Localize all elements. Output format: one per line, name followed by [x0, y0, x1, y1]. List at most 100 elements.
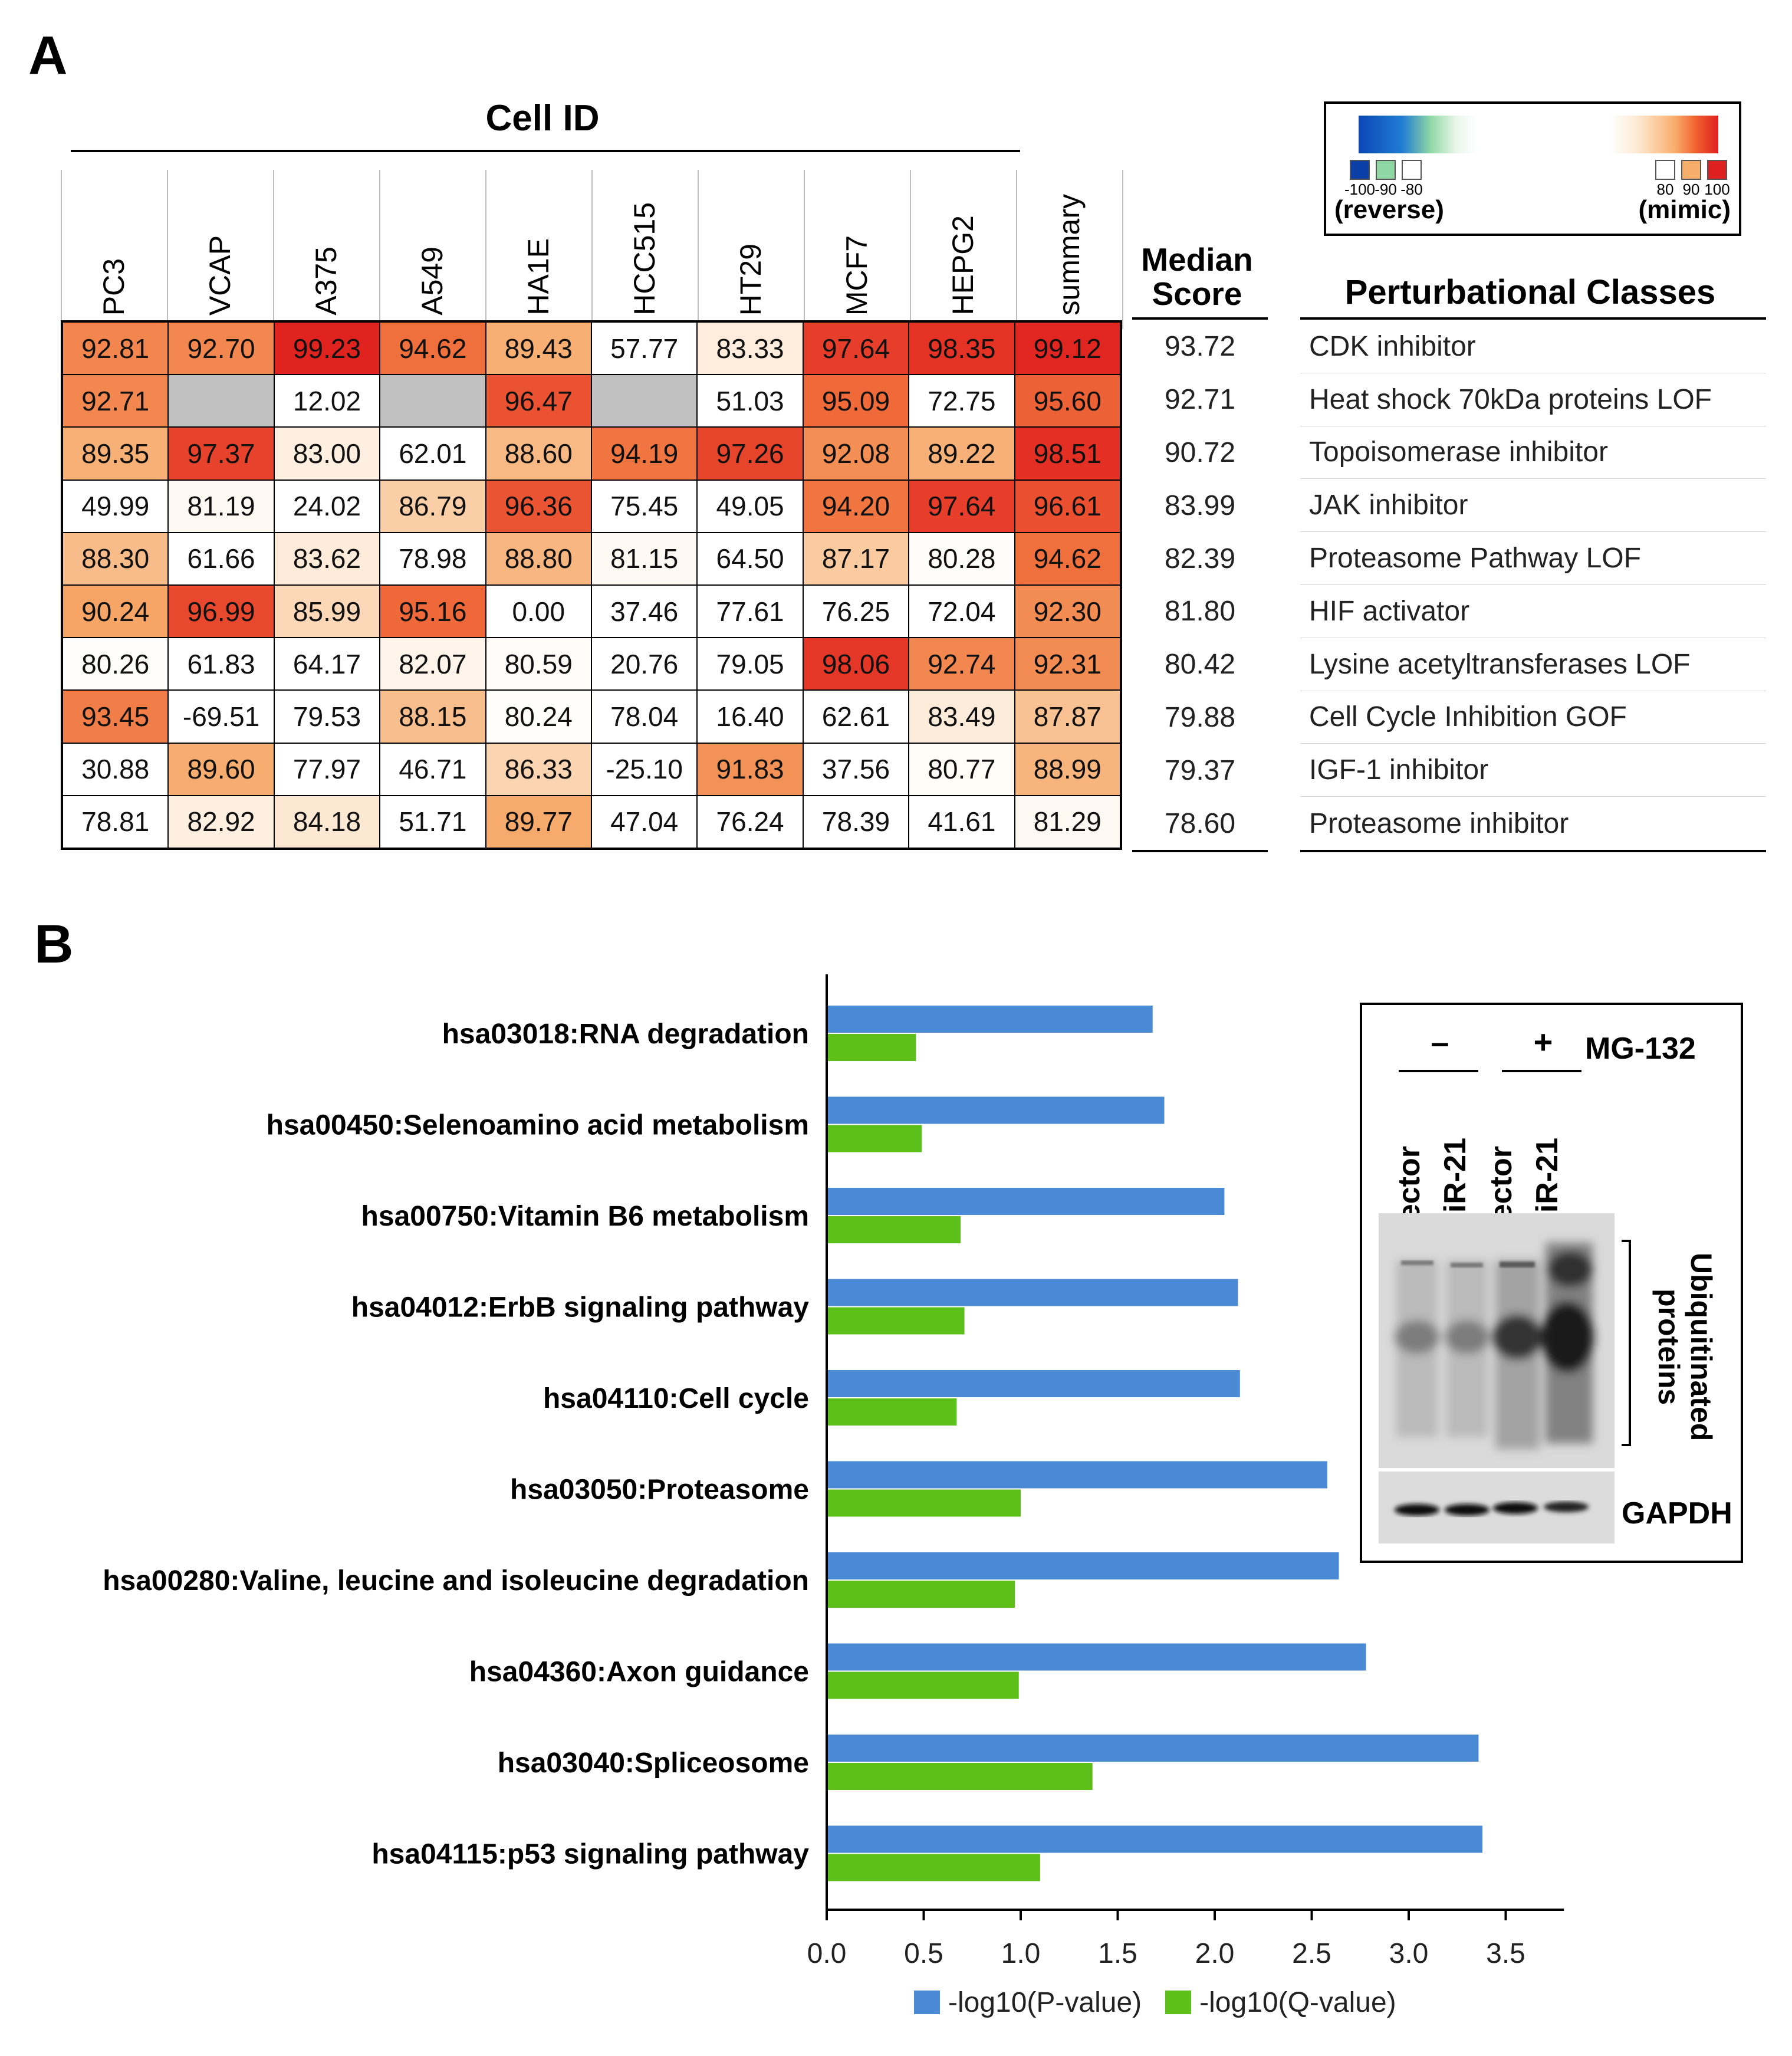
ubiquitin-top-bands [1401, 1260, 1535, 1267]
column-label: VCAP [203, 235, 236, 316]
cell-id-rule [71, 150, 1020, 152]
bar-pvalue [827, 1552, 1339, 1579]
column-header-ht29: HT29 [698, 170, 804, 329]
legend-swatch-neg90 [1376, 160, 1396, 180]
heatmap-cell: 30.88 [63, 743, 169, 796]
median-score-cell: 83.99 [1164, 490, 1236, 521]
heatmap-cell: 0.00 [485, 584, 591, 638]
perturbational-class-cell: Heat shock 70kDa proteins LOF [1300, 373, 1766, 426]
legend-tick: 80 [1656, 180, 1674, 198]
legend-tick: 90 [1682, 180, 1700, 198]
perturbational-class-cell: Lysine acetyltransferases LOF [1300, 638, 1766, 691]
x-tick-label: 2.0 [1195, 1938, 1235, 1969]
x-tick-label: 3.0 [1389, 1938, 1429, 1969]
heatmap-cell: 83.49 [909, 690, 1015, 743]
column-header-hcc515: HCC515 [591, 170, 698, 329]
heatmap-cell: 86.79 [380, 479, 486, 533]
heatmap-cell: 87.87 [1014, 690, 1120, 743]
median-score-cell: 82.39 [1164, 543, 1236, 574]
heatmap-cell: 99.23 [274, 322, 380, 375]
classes-rule-top [1300, 317, 1766, 320]
heatmap-cell: 47.04 [591, 795, 698, 848]
column-separator [61, 170, 62, 329]
column-separator [485, 170, 486, 329]
heatmap-cell: 64.17 [274, 638, 380, 691]
column-header-vcap: VCAP [167, 170, 273, 329]
bar-pvalue [827, 1825, 1483, 1853]
gapdh-bands [1395, 1502, 1589, 1516]
heatmap-cell: 24.02 [274, 479, 380, 533]
heatmap-cell: 88.80 [485, 532, 591, 585]
heatmap-cell: 80.26 [63, 638, 169, 691]
heatmap-cell: 80.24 [485, 690, 591, 743]
heatmap-cell: 80.28 [909, 532, 1015, 585]
heatmap-cell: 49.05 [697, 479, 803, 533]
perturbational-class-cell: JAK inhibitor [1300, 479, 1766, 533]
perturbational-class-cell: CDK inhibitor [1300, 320, 1766, 373]
column-header-ha1e: HA1E [485, 170, 591, 329]
heatmap-cell: 89.60 [168, 743, 274, 796]
heatmap-cell: 90.24 [63, 584, 169, 638]
perturbational-class-cell: Topoisomerase inhibitor [1300, 426, 1766, 479]
heatmap-cell: 41.61 [909, 795, 1015, 848]
median-score-cell: 93.72 [1164, 331, 1236, 363]
bar-pvalue [827, 1006, 1153, 1033]
median-score-cell: 92.71 [1164, 384, 1236, 416]
heatmap-cell: 51.03 [697, 375, 803, 428]
mg132-label: MG-132 [1585, 1032, 1696, 1066]
column-separator [1122, 170, 1123, 329]
ubiquitinated-bracket [1622, 1240, 1631, 1446]
legend-tick: 100 [1704, 180, 1730, 198]
legend-item-qvalue: -log10(Q-value) [1165, 1986, 1396, 2019]
heatmap-cell: 76.24 [697, 795, 803, 848]
heatmap-cell: 97.64 [803, 322, 909, 375]
heatmap-cell: 94.62 [1014, 532, 1120, 585]
panel-a-letter: A [28, 25, 68, 86]
legend-tick: -90 [1375, 180, 1397, 198]
heatmap-cell: 81.19 [168, 479, 274, 533]
plus-rule [1502, 1070, 1581, 1072]
column-label: PC3 [97, 258, 130, 316]
heatmap-cell: 96.99 [168, 584, 274, 638]
heatmap-cell: 16.40 [697, 690, 803, 743]
median-rule-top [1132, 317, 1268, 320]
heatmap-cell [168, 375, 274, 428]
heatmap-cell: 82.07 [380, 638, 486, 691]
legend-swatch-neg100 [1350, 160, 1370, 180]
column-separator [167, 170, 168, 329]
legend-tick: -100 [1344, 180, 1376, 198]
bar-qvalue [827, 1489, 1021, 1517]
legend-mimic-label: (mimic) [1638, 195, 1731, 224]
column-headers: PC3 VCAP A375 A549 HA1E HCC515 HT29 MCF7 HEPG2 su… [61, 170, 1123, 329]
heatmap-cell: 62.61 [803, 690, 909, 743]
heatmap-cell: 72.75 [909, 375, 1015, 428]
heatmap-cell: 51.71 [380, 795, 486, 848]
perturbational-classes-column: CDK inhibitor Heat shock 70kDa proteins L… [1300, 320, 1766, 850]
bar-qvalue [827, 1763, 1093, 1790]
heatmap-cell: 92.81 [63, 322, 169, 375]
category-label: hsa04012:ErbB signaling pathway [351, 1292, 810, 1323]
median-score-cell: 79.88 [1164, 701, 1236, 733]
heatmap-cell: 75.45 [591, 479, 698, 533]
heatmap-cell: 79.05 [697, 638, 803, 691]
column-separator [1016, 170, 1017, 329]
median-score-header: Median Score [1141, 241, 1253, 312]
heatmap-cell: 91.83 [697, 743, 803, 796]
legend-swatch-qvalue [1165, 1991, 1192, 2014]
heatmap-cell: 37.56 [803, 743, 909, 796]
heatmap-cell: 92.31 [1014, 638, 1120, 691]
heatmap-cell [591, 375, 698, 428]
heatmap-cell: 12.02 [274, 375, 380, 428]
x-tick-label: 0.5 [904, 1938, 943, 1969]
heatmap-cell: 88.99 [1014, 743, 1120, 796]
median-score-column: 93.72 92.71 90.72 83.99 82.39 81.80 80.42 79.88… [1132, 320, 1268, 850]
bar-qvalue [827, 1398, 957, 1426]
cell-id-title: Cell ID [485, 98, 600, 139]
plus-sign: + [1533, 1023, 1553, 1060]
ubiquitin-smears [1395, 1243, 1594, 1449]
legend-label-qvalue: -log10(Q-value) [1199, 1986, 1396, 2018]
x-tick-label: 1.0 [1001, 1938, 1041, 1969]
bar-qvalue [827, 1581, 1015, 1608]
panel-b-letter: B [34, 914, 74, 974]
x-tick-label: 1.5 [1098, 1938, 1137, 1969]
